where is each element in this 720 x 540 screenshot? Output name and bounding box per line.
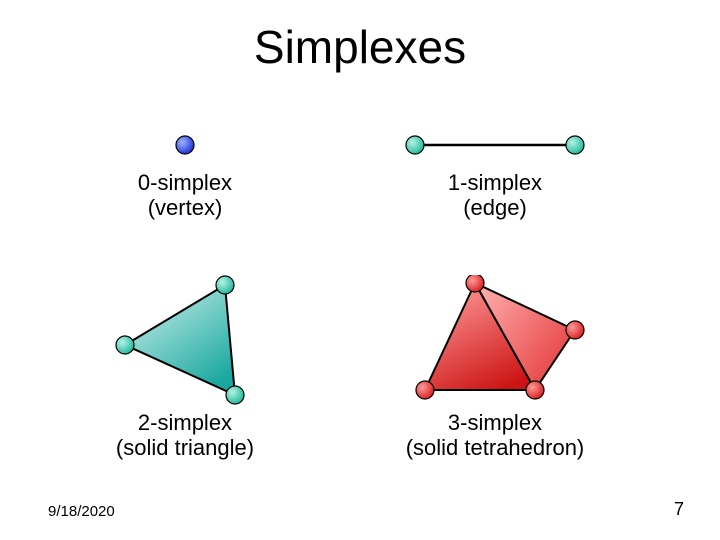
caption-line: 0-simplex [138, 170, 232, 195]
vertex-icon [526, 381, 544, 399]
vertex-icon [176, 136, 194, 154]
simplex1-figure [385, 115, 605, 170]
caption-0-simplex: 0-simplex (vertex) [95, 170, 275, 221]
caption-line: (solid tetrahedron) [406, 435, 585, 460]
slide: Simplexes 0-simplex (vertex) [0, 0, 720, 540]
vertex-icon [216, 276, 234, 294]
slide-title: Simplexes [0, 20, 720, 74]
vertex-icon [226, 386, 244, 404]
caption-2-simplex: 2-simplex (solid triangle) [95, 410, 275, 461]
vertex-icon [416, 381, 434, 399]
caption-line: (solid triangle) [116, 435, 254, 460]
caption-line: 2-simplex [138, 410, 232, 435]
simplex2-figure [95, 275, 275, 410]
vertex-icon [566, 136, 584, 154]
caption-line: (edge) [463, 195, 527, 220]
caption-1-simplex: 1-simplex (edge) [385, 170, 605, 221]
caption-line: 3-simplex [448, 410, 542, 435]
vertex-icon [466, 275, 484, 292]
footer-date: 9/18/2020 [48, 503, 115, 520]
caption-line: 1-simplex [448, 170, 542, 195]
cell-3-simplex: 3-simplex (solid tetrahedron) [385, 275, 605, 461]
footer-page-number: 7 [674, 499, 684, 520]
cell-1-simplex: 1-simplex (edge) [385, 115, 605, 221]
cell-0-simplex: 0-simplex (vertex) [95, 115, 275, 221]
simplex0-figure [95, 115, 275, 170]
caption-3-simplex: 3-simplex (solid tetrahedron) [385, 410, 605, 461]
cell-2-simplex: 2-simplex (solid triangle) [95, 275, 275, 461]
vertex-icon [116, 336, 134, 354]
vertex-icon [566, 321, 584, 339]
triangle-face [125, 285, 235, 395]
caption-line: (vertex) [148, 195, 223, 220]
vertex-icon [406, 136, 424, 154]
simplex3-figure [385, 275, 605, 410]
